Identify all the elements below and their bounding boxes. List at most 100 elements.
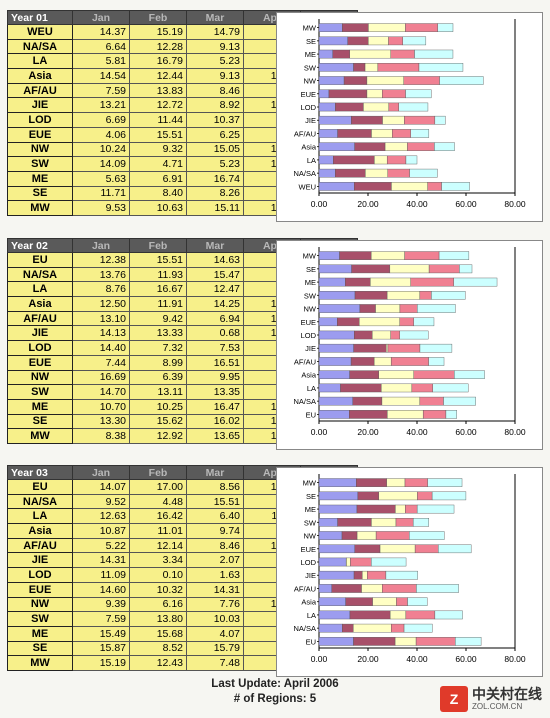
value-cell: 7.32 <box>129 340 187 356</box>
bar-segment <box>418 63 464 72</box>
value-cell: 8.40 <box>129 185 187 202</box>
bar-segment <box>356 531 377 540</box>
bar-segment <box>374 155 388 165</box>
y-category-label: LOD <box>301 558 317 567</box>
value-cell: 16.42 <box>129 508 187 525</box>
region-cell: NW <box>7 369 73 386</box>
y-category-label: SW <box>304 63 317 72</box>
bar-segment <box>389 264 430 274</box>
month-header: Feb <box>129 238 187 253</box>
value-cell: 14.60 <box>72 581 130 598</box>
region-cell: SE <box>7 640 73 657</box>
region-cell: MW <box>7 200 73 216</box>
y-category-label: SW <box>304 291 317 300</box>
bar-segment <box>359 317 400 327</box>
value-cell: 4.07 <box>186 625 244 642</box>
bar-segment <box>318 491 359 501</box>
bar-segment <box>361 584 383 593</box>
value-cell: 1.63 <box>186 567 244 583</box>
value-cell: 15.47 <box>186 266 244 283</box>
value-cell: 11.71 <box>72 185 130 202</box>
value-cell: 13.76 <box>72 266 130 283</box>
value-cell: 13.30 <box>72 413 130 430</box>
value-cell: 16.79 <box>129 53 187 70</box>
region-cell: SW <box>7 156 73 172</box>
bar-segment <box>318 518 338 527</box>
bar-segment <box>366 76 404 85</box>
y-category-label: MW <box>303 24 317 33</box>
year-label: Year 01 <box>7 10 73 25</box>
value-cell: 12.50 <box>72 296 130 312</box>
bar-segment <box>354 182 392 191</box>
value-cell: 16.67 <box>129 281 187 298</box>
value-cell: 9.13 <box>186 68 244 84</box>
x-tick-label: 40.00 <box>406 654 428 664</box>
value-cell: 14.31 <box>72 552 130 569</box>
value-cell: 9.32 <box>129 141 187 158</box>
bar-segment <box>350 357 375 366</box>
bar-segment <box>378 491 418 501</box>
stacked-bar-chart: 0.00 20.00 40.00 60.00 80.00 EU NA/SA LA Asia AF/… <box>276 467 543 677</box>
bar-segment <box>318 317 338 327</box>
bar-segment <box>333 155 375 165</box>
region-cell: NA/SA <box>7 493 73 510</box>
bar-segment <box>347 36 369 46</box>
region-cell: ME <box>7 625 73 642</box>
region-cell: SE <box>7 185 73 202</box>
value-cell: 14.63 <box>186 252 244 268</box>
bar-segment <box>428 357 445 366</box>
bar-segment <box>388 102 399 112</box>
value-cell: 14.54 <box>72 68 130 84</box>
bar-segment <box>371 129 393 138</box>
value-cell: 8.46 <box>186 82 244 99</box>
y-category-label: AF/AU <box>294 129 316 138</box>
bar-segment <box>419 343 453 353</box>
value-cell: 9.95 <box>186 369 244 386</box>
chart-svg: 0.00 20.00 40.00 60.00 80.00 WEU NA/SA LA Asia AF… <box>293 19 526 209</box>
bar-segment <box>337 518 372 527</box>
value-cell: 14.31 <box>186 581 244 598</box>
bar-segment <box>318 264 352 274</box>
region-cell: JIE <box>7 325 73 342</box>
bar-segment <box>455 637 482 646</box>
value-cell: 15.79 <box>186 640 244 657</box>
bar-segment <box>387 168 410 178</box>
value-cell: 9.39 <box>72 596 130 613</box>
bar-segment <box>345 277 371 287</box>
value-cell: 7.59 <box>72 82 130 99</box>
value-cell: 15.11 <box>186 200 244 216</box>
value-cell: 10.25 <box>129 398 187 415</box>
value-cell: 6.25 <box>186 126 244 143</box>
value-cell: 12.92 <box>129 428 187 444</box>
y-category-label: JIE <box>305 116 316 125</box>
bar-segment <box>353 63 366 72</box>
y-category-label: NA/SA <box>293 624 316 633</box>
bar-segment <box>339 251 372 260</box>
y-category-label: NW <box>304 532 317 541</box>
region-cell: SW <box>7 611 73 627</box>
bar-segment <box>441 182 470 191</box>
bar-segment <box>318 531 343 540</box>
bar-segment <box>318 63 354 72</box>
stacked-bar-chart: 0.00 20.00 40.00 60.00 80.00 WEU NA/SA LA Asia AF… <box>276 12 543 222</box>
regions-count-text: # of Regions: 5 <box>233 693 317 705</box>
y-category-label: NW <box>304 77 317 86</box>
bar-segment <box>407 142 435 151</box>
value-cell: 5.23 <box>186 53 244 70</box>
bar-segment <box>396 597 408 606</box>
bar-segment <box>354 544 381 554</box>
region-cell: LOD <box>7 567 73 583</box>
bar-segment <box>398 102 429 112</box>
bar-segment <box>332 49 350 59</box>
bar-segment <box>346 557 351 567</box>
bar-segment <box>318 504 358 514</box>
region-cell: AF/AU <box>7 82 73 99</box>
y-category-label: MW <box>303 479 317 488</box>
value-cell: 13.11 <box>129 384 187 400</box>
region-cell: EU <box>7 479 73 495</box>
y-category-label: LA <box>307 611 316 620</box>
bar-segment <box>382 115 405 125</box>
bar-segment <box>342 623 354 633</box>
month-header: Jan <box>72 238 130 253</box>
